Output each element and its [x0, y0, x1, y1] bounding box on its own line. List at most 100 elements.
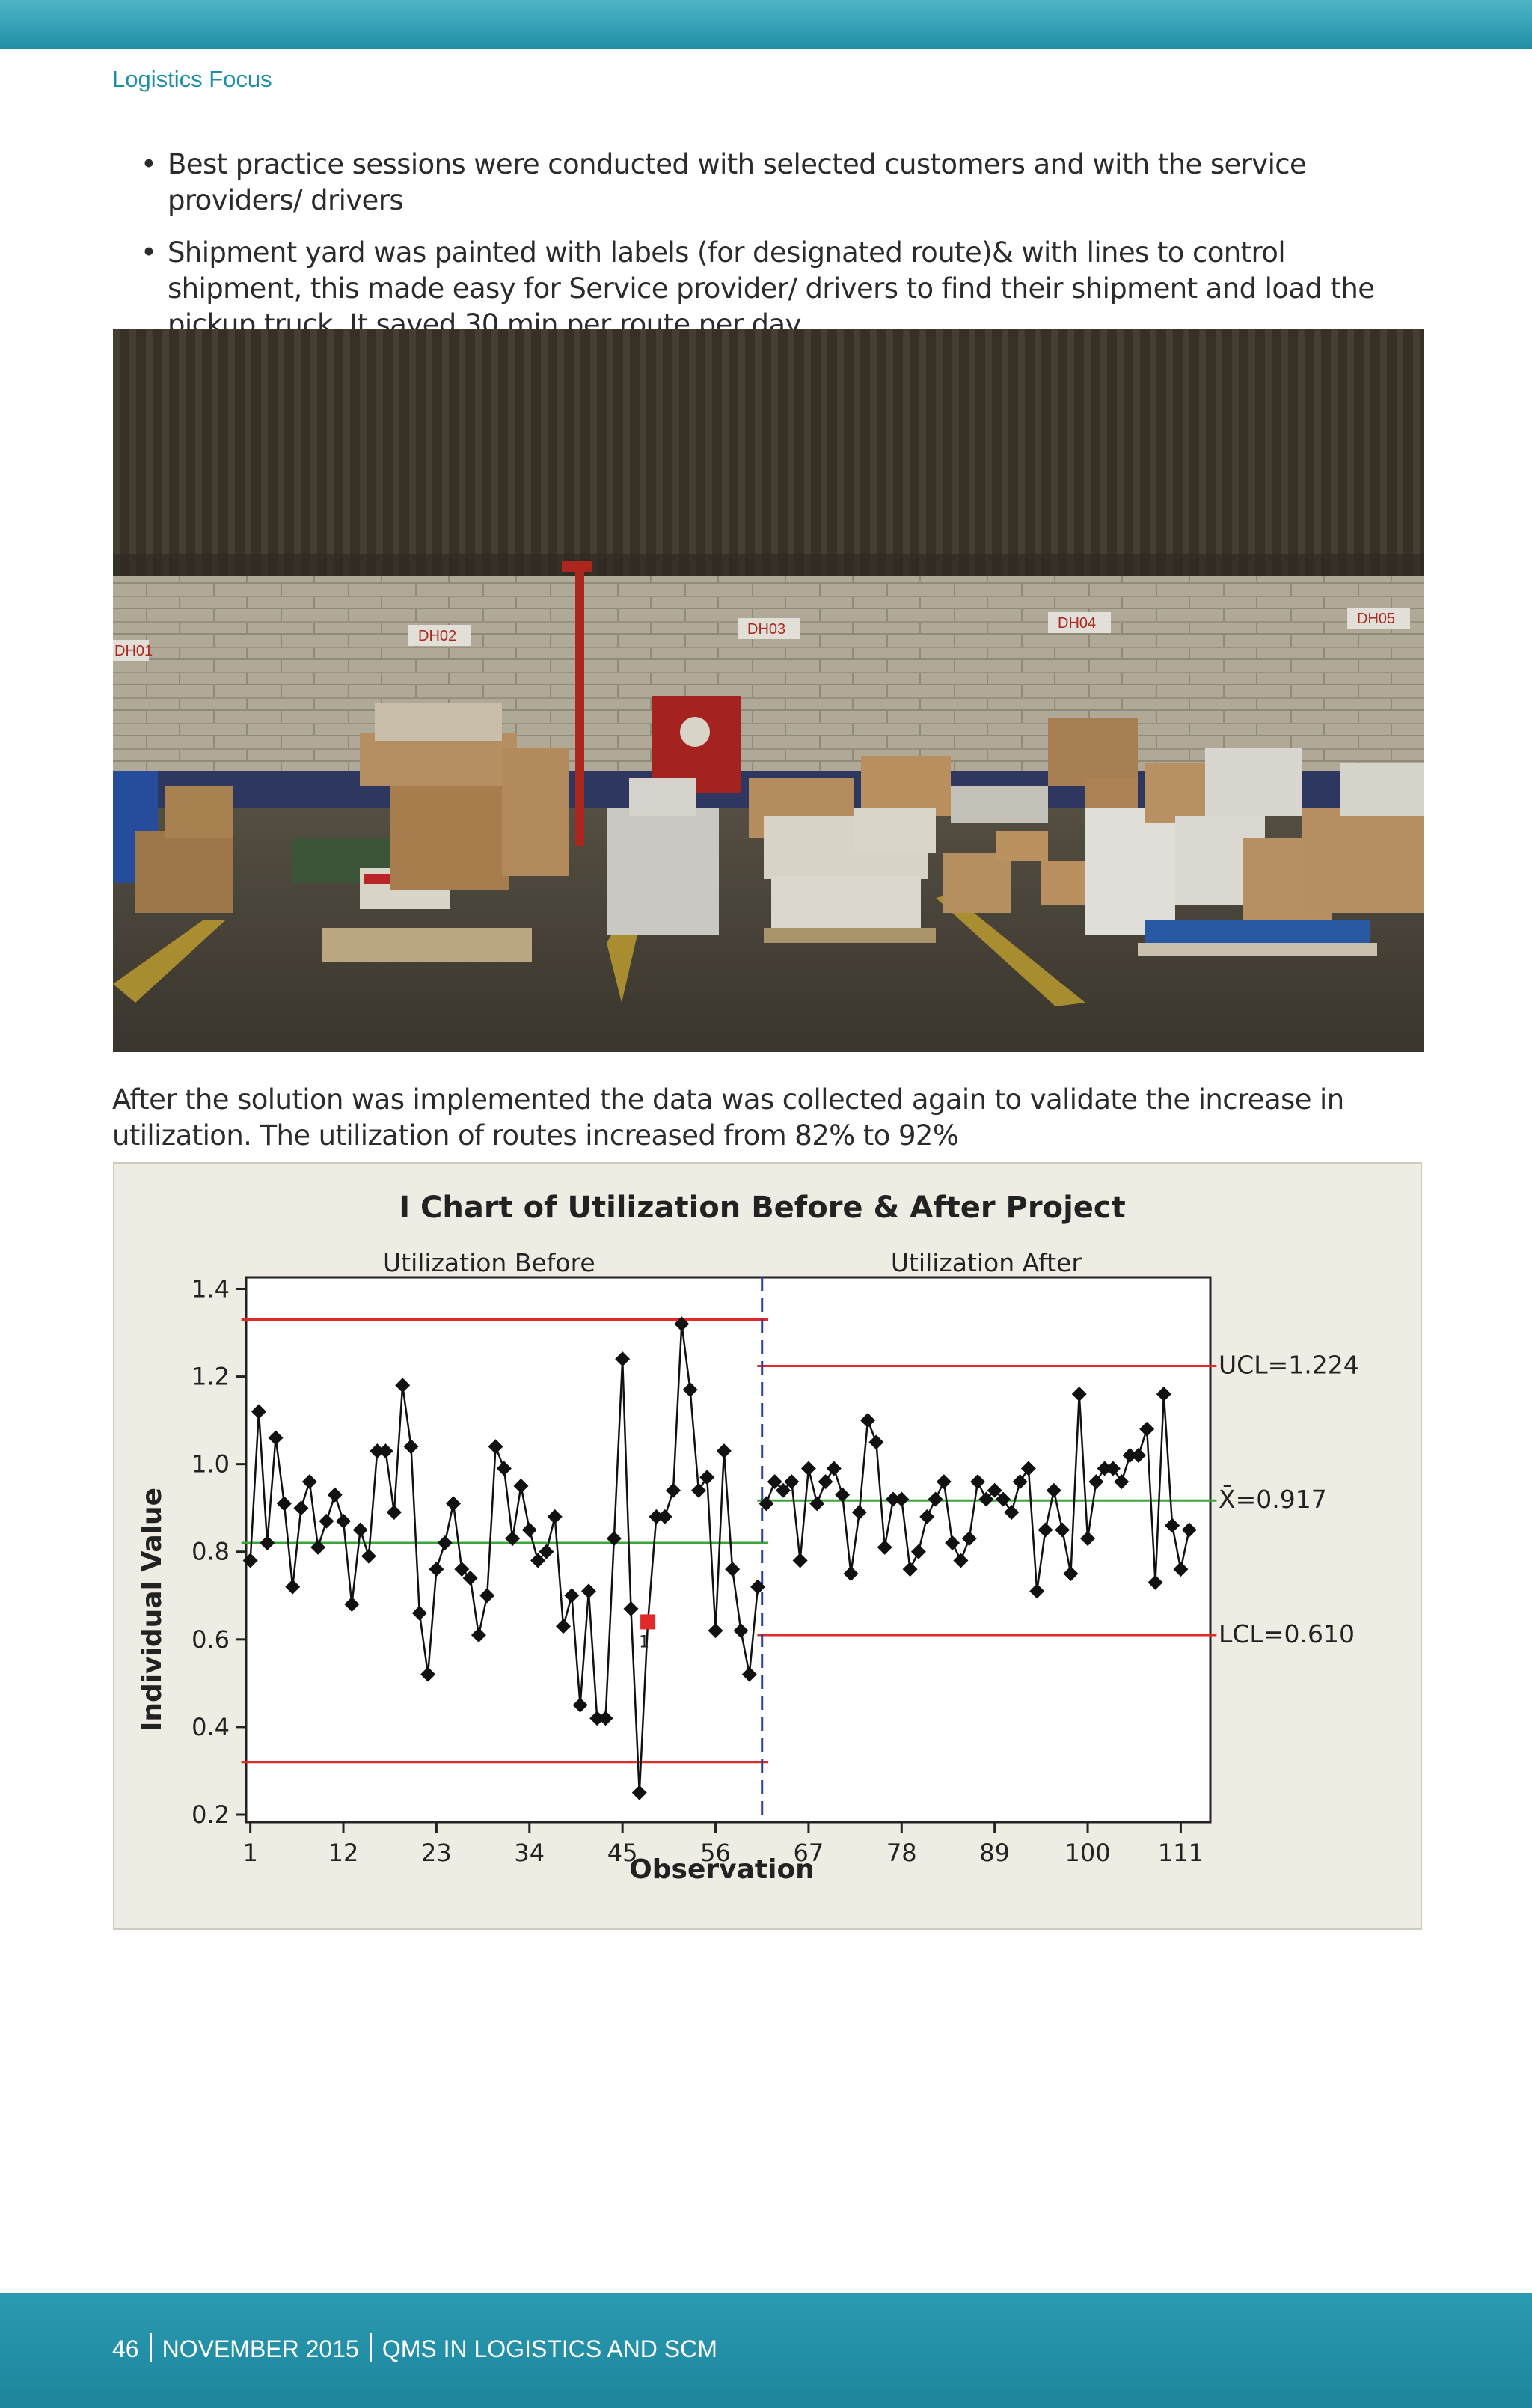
x-tick-label: 45 — [607, 1839, 638, 1867]
data-point — [725, 1562, 741, 1577]
bay-label: DH03 — [747, 621, 785, 638]
out-of-control-point — [640, 1614, 656, 1630]
data-point — [446, 1496, 462, 1512]
data-point — [547, 1509, 563, 1524]
bay-label: DH05 — [1357, 611, 1395, 627]
data-point — [488, 1439, 503, 1455]
plot-area — [245, 1276, 1212, 1824]
data-point — [987, 1482, 1002, 1498]
data-point — [800, 1461, 816, 1476]
bullet-item: Shipment yard was painted with labels (f… — [112, 235, 1425, 343]
data-point — [843, 1566, 859, 1582]
x-tick-label: 78 — [886, 1839, 917, 1867]
data-point — [268, 1430, 284, 1446]
footer-bar — [0, 2293, 1532, 2408]
data-point — [471, 1627, 486, 1642]
data-point — [699, 1470, 715, 1485]
data-point — [919, 1509, 935, 1524]
data-point — [361, 1548, 376, 1564]
data-point — [953, 1553, 969, 1568]
x-tick-label: 67 — [794, 1839, 824, 1867]
footer-separator — [149, 2333, 152, 2362]
data-point — [1046, 1482, 1061, 1498]
data-point — [1165, 1518, 1180, 1533]
x-tick-label: 100 — [1065, 1839, 1111, 1867]
data-point — [310, 1539, 326, 1555]
data-point — [1114, 1474, 1130, 1490]
data-point — [378, 1443, 393, 1459]
bay-label: DH01 — [114, 643, 153, 659]
data-point — [894, 1491, 910, 1507]
data-point — [1105, 1461, 1121, 1476]
data-point — [716, 1443, 732, 1459]
data-point — [556, 1619, 572, 1634]
data-point — [276, 1496, 292, 1512]
data-point — [818, 1474, 833, 1490]
x-tick-label: 1 — [242, 1839, 257, 1867]
data-point — [496, 1461, 512, 1476]
data-point — [1088, 1474, 1104, 1490]
data-point — [513, 1478, 529, 1494]
x-tick-label: 34 — [514, 1839, 545, 1867]
data-point — [606, 1531, 622, 1547]
body-paragraph: After the solution was implemented the d… — [112, 1084, 1344, 1152]
data-point — [978, 1491, 994, 1507]
data-point — [860, 1413, 876, 1428]
data-point — [521, 1522, 537, 1538]
data-point — [1020, 1461, 1036, 1476]
y-tick-label: 1.0 — [192, 1450, 230, 1479]
x-axis-title: Observation — [629, 1854, 815, 1885]
data-point — [1097, 1461, 1112, 1476]
data-point — [1148, 1574, 1163, 1590]
data-point — [1156, 1386, 1171, 1402]
data-point — [352, 1522, 368, 1538]
data-point — [784, 1474, 800, 1490]
data-point — [479, 1588, 495, 1604]
data-point — [1080, 1531, 1096, 1547]
data-point — [589, 1711, 605, 1726]
data-point — [902, 1562, 918, 1577]
data-point — [682, 1382, 698, 1398]
data-point — [564, 1588, 580, 1604]
data-point — [370, 1443, 385, 1459]
data-point — [759, 1496, 774, 1512]
data-point — [293, 1500, 309, 1516]
data-point — [792, 1553, 808, 1568]
data-point — [260, 1535, 275, 1551]
data-point — [598, 1711, 613, 1726]
chart-title: I Chart of Utilization Before & After Pr… — [399, 1191, 1125, 1225]
shipment-yard-photo: DH02 DH03 DH04 DH05 DH01 — [113, 329, 1424, 1052]
data-point — [386, 1505, 402, 1521]
data-point — [285, 1579, 301, 1595]
data-point — [877, 1539, 892, 1555]
data-point — [995, 1491, 1011, 1507]
data-point — [242, 1553, 258, 1568]
data-point — [826, 1461, 842, 1476]
header-bar — [0, 0, 1532, 49]
data-point — [395, 1378, 411, 1393]
out-of-control-label: 1 — [639, 1633, 649, 1651]
bullet-item: Best practice sessions were conducted wi… — [112, 147, 1425, 219]
bay-label: DH04 — [1058, 615, 1096, 632]
data-point — [344, 1596, 360, 1612]
footer-separator — [369, 2333, 372, 2362]
data-point — [530, 1553, 546, 1568]
data-point — [1038, 1522, 1053, 1538]
data-point — [767, 1474, 782, 1490]
data-point — [809, 1496, 825, 1512]
data-point — [319, 1513, 334, 1529]
issue-date: NOVEMBER 2015 — [162, 2335, 359, 2362]
bullet-list: Best practice sessions were conducted wi… — [112, 147, 1425, 359]
data-point — [928, 1491, 943, 1507]
data-point — [690, 1482, 706, 1498]
data-point — [580, 1583, 596, 1599]
data-point — [1139, 1421, 1155, 1437]
x-tick-label: 56 — [700, 1839, 731, 1867]
data-point — [1122, 1447, 1138, 1463]
center-label: X̄=0.917 — [1219, 1484, 1327, 1514]
data-point — [741, 1666, 757, 1682]
data-point — [572, 1697, 588, 1713]
data-point — [1063, 1566, 1079, 1582]
data-point — [623, 1601, 639, 1616]
data-point — [454, 1562, 470, 1577]
